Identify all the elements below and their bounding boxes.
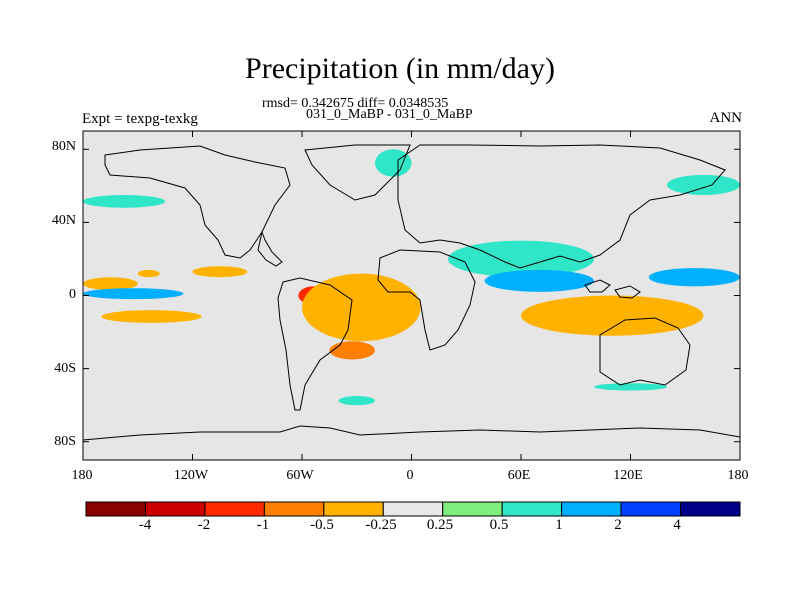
colorbar-label: -0.25 — [365, 517, 397, 533]
precip-anomaly-region — [302, 273, 421, 342]
colorbar-swatch — [561, 501, 622, 517]
colorbar-label: 4 — [673, 517, 681, 533]
precip-anomaly-region — [83, 288, 184, 300]
y-tick-label-eq: 0 — [69, 287, 76, 302]
colorbar-swatch — [680, 501, 741, 517]
chart-title: Precipitation (in mm/day) — [245, 52, 555, 85]
colorbar-label: 2 — [614, 517, 622, 533]
period-label: ANN — [709, 110, 743, 126]
colorbar-swatch — [620, 501, 682, 517]
precip-anomaly-region — [648, 268, 740, 287]
colorbar-label: -0.5 — [310, 517, 334, 533]
colorbar-label: 1 — [555, 517, 563, 533]
precip-anomaly-region — [83, 277, 138, 291]
precipitation-field — [83, 149, 740, 406]
colorbar-swatch — [144, 501, 206, 517]
x-tick-label-180w: 180 — [71, 468, 93, 483]
colorbar-swatch — [382, 501, 444, 517]
y-tick-label-40n: 40N — [51, 213, 76, 228]
precip-anomaly-region — [594, 383, 667, 391]
x-tick-label-180e: 180 — [727, 468, 749, 483]
precip-anomaly-region — [667, 174, 740, 195]
colorbar-swatch — [501, 501, 563, 517]
x-tick-label-0: 0 — [406, 468, 414, 483]
precip-anomaly-region — [192, 266, 248, 278]
x-tick-label-120w: 120W — [173, 468, 209, 483]
y-tick-label-40s: 40S — [54, 361, 76, 376]
colorbar-label: 0.5 — [489, 517, 509, 533]
colorbar-label: 0.25 — [426, 517, 454, 533]
x-tick-label-120e: 120E — [613, 468, 643, 483]
coastlines — [83, 144, 740, 441]
y-tick-label-80s: 80S — [54, 434, 76, 449]
colorbar-swatch — [263, 501, 325, 517]
colorbar-swatch — [442, 501, 503, 517]
precip-anomaly-region — [448, 240, 594, 278]
stats-subtitle: rmsd= 0.342675 diff= 0.0348535 — [262, 96, 449, 111]
colorbar-label: -4 — [138, 517, 152, 533]
precip-anomaly-region — [83, 194, 166, 208]
precip-anomaly-region — [329, 341, 375, 360]
precip-anomaly-region — [484, 269, 594, 292]
colorbar-swatch — [323, 501, 384, 517]
precip-anomaly-region — [137, 269, 160, 278]
experiment-label: Expt = texpg-texkg — [82, 111, 198, 127]
x-tick-label-60w: 60W — [286, 468, 314, 483]
case-subtitle: 031_0_MaBP - 031_0_MaBP — [306, 107, 473, 122]
colorbar — [85, 501, 741, 517]
colorbar-swatch — [204, 501, 265, 517]
colorbar-label: -2 — [197, 517, 211, 533]
y-tick-label-80n: 80N — [51, 139, 76, 154]
colorbar-label: -1 — [256, 517, 270, 533]
x-tick-label-60e: 60E — [507, 468, 531, 483]
colorbar-swatch — [85, 501, 146, 517]
precip-anomaly-region — [521, 295, 704, 336]
precip-anomaly-region — [338, 396, 375, 406]
precip-anomaly-region — [101, 310, 202, 323]
precip-anomaly-region — [375, 149, 412, 177]
axis-ticks — [82, 131, 741, 460]
